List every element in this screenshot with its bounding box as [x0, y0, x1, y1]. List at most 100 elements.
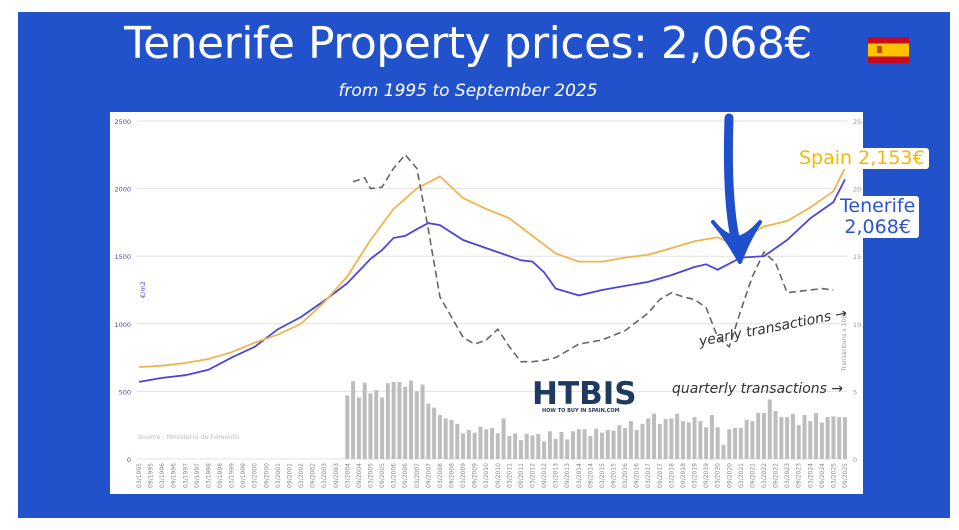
quarterly-transaction-bar — [420, 384, 425, 459]
quarterly-transaction-bar — [426, 403, 431, 459]
quarterly-transaction-bar — [733, 427, 738, 459]
series-line-yearly-transactions — [352, 153, 834, 363]
x-tick-label: 03/2023 — [784, 463, 791, 488]
quarterly-transaction-bar — [640, 423, 645, 459]
y-tick-right: 10 — [853, 321, 861, 329]
quarterly-transaction-bar — [680, 421, 685, 459]
x-tick-label: 03/2020 — [715, 463, 722, 488]
x-tick-label: 03/1995 — [136, 463, 143, 488]
x-tick-label: 09/2007 — [425, 463, 432, 488]
quarterly-transaction-bar — [351, 381, 356, 459]
x-tick-label: 09/2006 — [402, 463, 409, 488]
x-tick-label: 09/2021 — [749, 463, 756, 488]
quarterly-transaction-bar — [507, 436, 512, 459]
x-tick-label: 03/1997 — [182, 463, 189, 488]
quarterly-transaction-bar — [403, 386, 408, 459]
htbis-logo-tagline: HOW TO BUY IN SPAIN.COM — [542, 408, 620, 414]
quarterly-transaction-bar — [628, 421, 633, 459]
quarterly-transaction-bar — [362, 382, 367, 459]
x-tick-label: 03/2025 — [830, 463, 837, 488]
x-tick-label: 03/2006 — [391, 463, 398, 488]
quarterly-transaction-bar — [675, 413, 680, 459]
htbis-logo: HTBIS — [532, 376, 637, 412]
x-tick-label: 03/2017 — [645, 463, 652, 488]
quarterly-transaction-bar — [657, 423, 662, 459]
y-tick-left: 500 — [119, 388, 131, 396]
quarterly-transaction-bar — [767, 399, 772, 459]
quarterly-transaction-bar — [761, 413, 766, 459]
quarterly-transaction-bar — [773, 411, 778, 459]
quarterly-transaction-bar — [709, 415, 714, 459]
quarterly-transaction-bar — [843, 417, 847, 459]
quarterly-transaction-bar — [738, 427, 743, 459]
x-tick-label: 09/2015 — [611, 463, 618, 488]
x-tick-label: 03/2013 — [553, 463, 560, 488]
quarterly-transaction-bar — [796, 425, 801, 459]
quarterly-transaction-bar — [449, 419, 454, 459]
x-tick-label: 03/2018 — [668, 463, 675, 488]
x-tick-label: 09/1995 — [148, 463, 155, 488]
quarterly-transaction-bar — [594, 428, 599, 459]
y-axis-label-left: €/m2 — [139, 281, 147, 298]
quarterly-transaction-bar — [744, 419, 749, 459]
quarterly-transaction-bar — [582, 429, 587, 459]
spain-price-callout: Spain 2,153€ — [795, 148, 929, 169]
quarterly-transaction-bar — [814, 413, 819, 459]
quarterly-transaction-bar — [466, 429, 471, 459]
y-axis-label-right: Transactions x 1000 — [841, 311, 848, 372]
x-tick-label: 09/2009 — [472, 463, 479, 488]
quarterly-transaction-bar — [634, 429, 639, 459]
x-tick-label: 03/2012 — [530, 463, 537, 488]
x-tick-label: 09/1997 — [194, 463, 201, 488]
quarterly-transaction-bar — [524, 433, 529, 459]
quarterly-transaction-bar — [692, 417, 697, 459]
x-tick-label: 09/1999 — [240, 463, 247, 488]
x-tick-label: 09/2016 — [634, 463, 641, 488]
x-tick-label: 03/1998 — [205, 463, 212, 488]
x-tick-label: 03/2004 — [344, 463, 351, 488]
spain-flag-icon — [868, 37, 909, 63]
quarterly-transaction-bar — [478, 426, 483, 459]
x-tick-label: 09/2011 — [518, 463, 525, 488]
y-tick-right: 25 — [853, 118, 861, 126]
tenerife-callout-name: Tenerife — [840, 195, 916, 217]
quarterly-transaction-bar — [501, 418, 506, 459]
x-tick-label: 03/2022 — [761, 463, 768, 488]
quarterly-transaction-bar — [432, 407, 437, 459]
quarterly-transaction-bar — [443, 418, 448, 459]
x-tick-label: 09/2013 — [564, 463, 571, 488]
quarterly-transaction-bar — [611, 430, 616, 459]
quarterly-transaction-bar — [385, 383, 390, 459]
quarterly-transaction-bar — [571, 431, 576, 459]
x-tick-label: 03/1999 — [229, 463, 236, 488]
x-tick-label: 09/2022 — [773, 463, 780, 488]
quarterly-transaction-bar — [345, 395, 350, 459]
x-tick-label: 09/1998 — [217, 463, 224, 488]
quarterly-transaction-bar — [588, 436, 593, 459]
x-tick-label: 09/2025 — [842, 463, 849, 488]
x-tick-label: 03/2014 — [576, 463, 583, 488]
quarterly-transaction-bar — [461, 433, 466, 459]
y-tick-left: 2500 — [114, 118, 131, 126]
x-tick-label: 03/2016 — [622, 463, 629, 488]
x-tick-label: 03/2001 — [275, 463, 282, 488]
source-note: Source : Ministerio de Fomento — [138, 433, 239, 441]
x-tick-label: 09/2010 — [495, 463, 502, 488]
quarterly-transaction-bar — [455, 423, 460, 459]
quarterly-transaction-bar — [669, 418, 674, 459]
x-tick-label: 09/2001 — [286, 463, 293, 488]
chart: 0 0 500 5 1000 10 1500 15 2000 20 2500 25 €/m2 Transa… — [114, 118, 861, 488]
quarterly-transaction-bar — [715, 427, 720, 459]
quarterly-transaction-bar — [790, 413, 795, 459]
tenerife-price-callout: Tenerife 2,068€ — [836, 195, 920, 238]
quarterly-transactions-annotation: quarterly transactions → — [672, 381, 843, 397]
quarterly-transaction-bar — [623, 427, 628, 459]
quarterly-transaction-bar — [837, 417, 842, 459]
down-arrow-icon — [723, 113, 742, 251]
x-tick-label: 03/2010 — [483, 463, 490, 488]
x-tick-label: 03/2015 — [599, 463, 606, 488]
quarterly-transaction-bar — [495, 433, 500, 459]
x-tick-label: 03/2008 — [437, 463, 444, 488]
quarterly-transaction-bar — [380, 397, 385, 459]
